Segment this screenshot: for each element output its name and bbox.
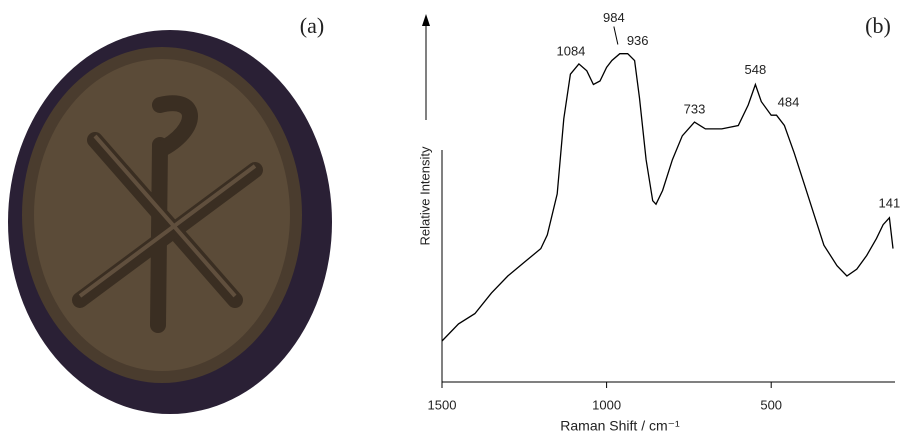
peak-label: 733 bbox=[684, 102, 706, 117]
peak-label: 936 bbox=[627, 33, 649, 48]
peak-label: 548 bbox=[745, 62, 767, 77]
peak-label: 141 bbox=[879, 195, 901, 210]
spectrum-line bbox=[441, 53, 894, 342]
x-axis-label: Raman Shift / cm⁻¹ bbox=[560, 418, 680, 434]
y-arrow-head bbox=[422, 14, 430, 26]
x-tick-label: 1000 bbox=[592, 397, 621, 412]
panel-label: (a) bbox=[300, 13, 324, 38]
seal-photo bbox=[8, 30, 332, 414]
peak-label: 484 bbox=[778, 95, 800, 110]
peak-label: 984 bbox=[603, 10, 625, 25]
y-axis-label: Relative Intensity bbox=[417, 146, 432, 245]
peak-label: 1084 bbox=[556, 43, 585, 58]
x-tick-label: 500 bbox=[760, 397, 782, 412]
panel-label: (b) bbox=[865, 13, 891, 38]
x-tick-label: 1500 bbox=[428, 397, 457, 412]
peak-pointer bbox=[613, 26, 619, 45]
